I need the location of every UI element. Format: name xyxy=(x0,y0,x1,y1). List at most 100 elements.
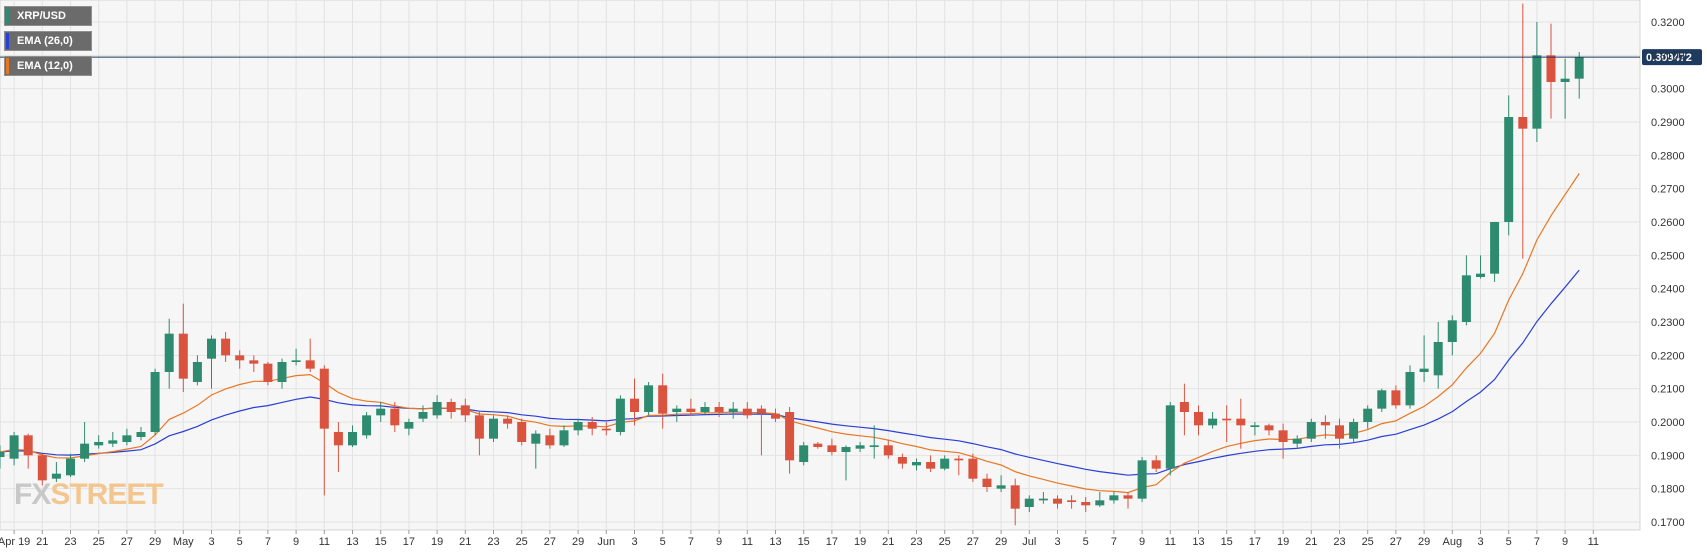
legend-xrpusd[interactable]: XRP/USD xyxy=(4,6,92,26)
candle-body[interactable] xyxy=(1038,498,1048,501)
candle-body[interactable] xyxy=(785,412,795,461)
candle[interactable] xyxy=(686,398,696,416)
candle[interactable] xyxy=(23,433,33,469)
candle[interactable] xyxy=(263,362,273,386)
candle-body[interactable] xyxy=(1208,418,1218,426)
candle[interactable] xyxy=(1278,423,1288,459)
candle-body[interactable] xyxy=(799,445,809,462)
legend-ema-12[interactable]: EMA (12,0) xyxy=(4,56,92,76)
candle-body[interactable] xyxy=(531,433,541,444)
candle[interactable] xyxy=(926,455,936,472)
candle[interactable] xyxy=(1038,492,1048,504)
candle[interactable] xyxy=(319,365,329,496)
candle-body[interactable] xyxy=(601,428,611,431)
candle-body[interactable] xyxy=(1461,275,1471,322)
candle[interactable] xyxy=(912,458,921,471)
candle-body[interactable] xyxy=(1194,412,1203,426)
candle-body[interactable] xyxy=(517,422,527,442)
candle-body[interactable] xyxy=(996,485,1006,489)
candle[interactable] xyxy=(1010,478,1020,526)
candle-body[interactable] xyxy=(940,458,950,469)
candle[interactable] xyxy=(615,395,625,436)
candle-body[interactable] xyxy=(66,458,75,476)
candle-body[interactable] xyxy=(1095,500,1105,506)
candle[interactable] xyxy=(460,398,470,422)
candle[interactable] xyxy=(1574,52,1584,99)
candle-body[interactable] xyxy=(376,408,386,416)
candle-body[interactable] xyxy=(207,338,216,359)
candle[interactable] xyxy=(1447,315,1457,356)
candle[interactable] xyxy=(954,455,964,476)
candle[interactable] xyxy=(587,417,597,436)
candle[interactable] xyxy=(348,425,357,447)
candle-body[interactable] xyxy=(1067,500,1077,502)
candle[interactable] xyxy=(1504,95,1514,236)
candle[interactable] xyxy=(277,358,287,389)
candle[interactable] xyxy=(291,348,301,366)
candle-body[interactable] xyxy=(1250,425,1260,427)
candle-body[interactable] xyxy=(460,405,470,416)
candle[interactable] xyxy=(1405,365,1415,409)
candle[interactable] xyxy=(1306,418,1316,442)
candle-body[interactable] xyxy=(926,462,936,469)
candle[interactable] xyxy=(136,427,146,441)
candle[interactable] xyxy=(80,422,90,462)
candle-body[interactable] xyxy=(545,435,555,446)
candle[interactable] xyxy=(799,442,809,466)
candle-body[interactable] xyxy=(1349,422,1359,439)
candle-body[interactable] xyxy=(362,415,372,436)
candle-body[interactable] xyxy=(897,457,907,464)
candle-body[interactable] xyxy=(841,447,851,452)
candle[interactable] xyxy=(813,442,823,449)
candle-body[interactable] xyxy=(37,455,47,481)
candle[interactable] xyxy=(418,405,428,422)
candle[interactable] xyxy=(1067,495,1077,509)
candle-body[interactable] xyxy=(446,402,456,412)
candle-body[interactable] xyxy=(122,435,132,442)
candle[interactable] xyxy=(1518,3,1528,259)
candle[interactable] xyxy=(855,442,865,452)
candle-body[interactable] xyxy=(1476,273,1485,277)
candle-body[interactable] xyxy=(1532,55,1542,129)
candle-body[interactable] xyxy=(94,442,104,446)
candle[interactable] xyxy=(1095,492,1105,507)
candle[interactable] xyxy=(432,395,442,419)
candle-body[interactable] xyxy=(1433,342,1443,376)
candle[interactable] xyxy=(1433,322,1443,389)
candle[interactable] xyxy=(474,412,484,456)
candle-body[interactable] xyxy=(474,415,484,439)
candle[interactable] xyxy=(66,453,75,477)
candle-body[interactable] xyxy=(418,412,428,419)
candle-body[interactable] xyxy=(883,445,893,456)
candle[interactable] xyxy=(235,350,245,369)
candle-body[interactable] xyxy=(573,422,583,431)
candle-body[interactable] xyxy=(277,362,287,382)
candle[interactable] xyxy=(1222,405,1232,442)
candle-body[interactable] xyxy=(912,462,921,466)
candle-body[interactable] xyxy=(489,418,498,439)
candle[interactable] xyxy=(601,422,611,436)
candle-body[interactable] xyxy=(1179,402,1189,412)
candle-body[interactable] xyxy=(235,355,245,361)
candle[interactable] xyxy=(305,338,315,372)
candle[interactable] xyxy=(630,378,639,426)
candle[interactable] xyxy=(714,402,724,417)
candle-body[interactable] xyxy=(23,435,33,456)
candle-body[interactable] xyxy=(1363,408,1373,422)
candle-body[interactable] xyxy=(291,360,301,362)
candle[interactable] xyxy=(1236,398,1246,449)
candle[interactable] xyxy=(51,462,61,482)
candle[interactable] xyxy=(446,398,456,419)
candle-body[interactable] xyxy=(742,408,752,416)
candle-body[interactable] xyxy=(954,458,964,461)
candle-body[interactable] xyxy=(319,368,329,429)
candle-body[interactable] xyxy=(164,333,174,372)
candle-body[interactable] xyxy=(503,418,513,424)
candle[interactable] xyxy=(1292,435,1302,449)
candle-body[interactable] xyxy=(1123,495,1133,499)
candle[interactable] xyxy=(1208,412,1218,429)
candle-body[interactable] xyxy=(9,435,19,459)
candle-body[interactable] xyxy=(0,452,5,457)
